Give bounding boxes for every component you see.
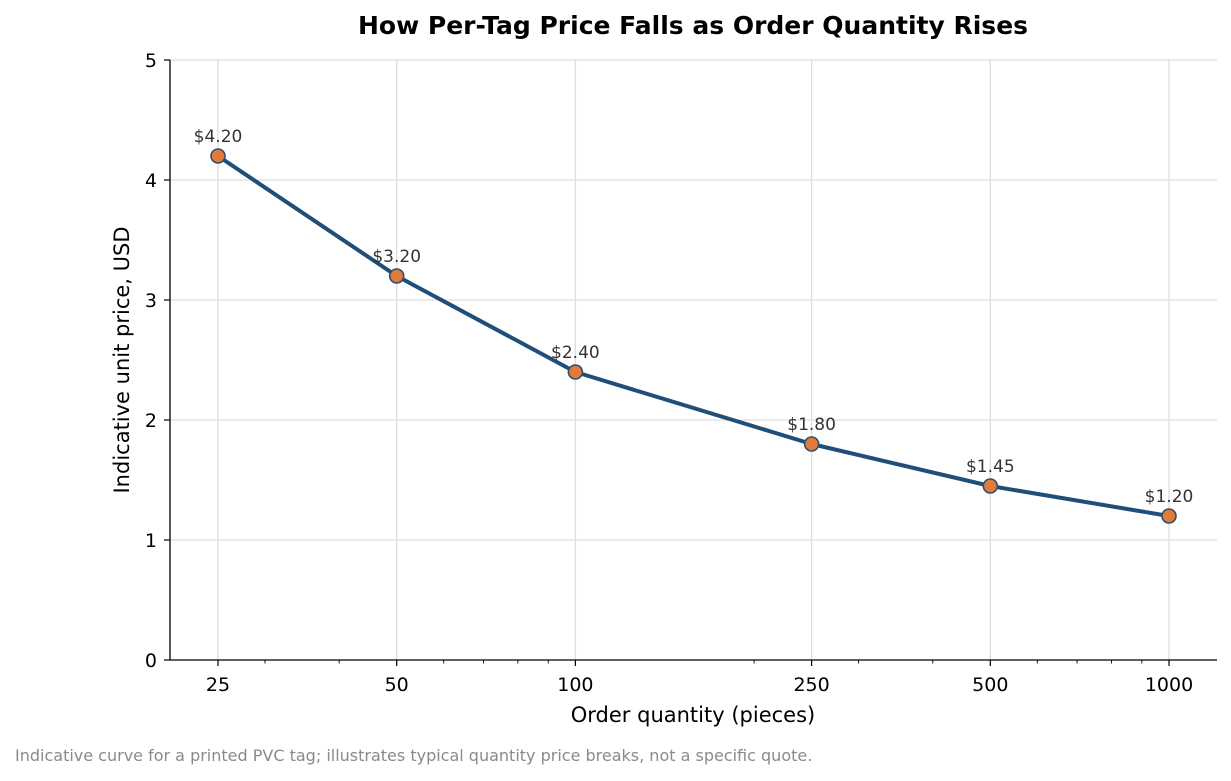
y-tick-label: 5 — [145, 50, 157, 72]
series-line — [210, 148, 1177, 524]
y-tick-label: 1 — [145, 530, 157, 552]
data-label: $1.20 — [1145, 487, 1194, 507]
data-point — [388, 268, 405, 284]
x-tick-label: 250 — [793, 674, 829, 696]
x-tick-label: 25 — [206, 674, 230, 696]
tick-labels: 0 1 2 3 4 5 25 50 100 250 500 1000 — [145, 50, 1193, 696]
grid-lines — [170, 59, 1217, 660]
x-axis-label: Order quantity (pieces) — [571, 703, 815, 727]
data-labels: $4.20 $3.20 $2.40 $1.80 $1.45 $1.20 — [194, 127, 1194, 507]
data-point — [567, 364, 584, 380]
x-tick-label: 50 — [385, 674, 409, 696]
data-label: $3.20 — [372, 247, 421, 267]
y-tick-label: 0 — [145, 650, 157, 672]
x-tick-label: 500 — [972, 674, 1008, 696]
data-point — [982, 478, 999, 494]
chart-title: How Per-Tag Price Falls as Order Quantit… — [358, 11, 1028, 40]
data-label: $1.80 — [787, 415, 836, 435]
data-label: $4.20 — [194, 127, 243, 147]
y-axis-label: Indicative unit price, USD — [110, 226, 134, 493]
price-line — [216, 154, 1171, 518]
x-tick-label: 100 — [557, 674, 593, 696]
axes — [164, 59, 1217, 666]
data-point — [803, 436, 820, 452]
y-tick-label: 4 — [145, 170, 157, 192]
data-point — [210, 148, 226, 164]
data-point — [1161, 508, 1177, 524]
y-tick-label: 3 — [145, 290, 157, 312]
data-label: $1.45 — [966, 457, 1015, 477]
chart-caption: Indicative curve for a printed PVC tag; … — [15, 746, 813, 765]
y-tick-label: 2 — [145, 410, 157, 432]
data-label: $2.40 — [551, 343, 600, 363]
x-tick-label: 1000 — [1145, 674, 1193, 696]
